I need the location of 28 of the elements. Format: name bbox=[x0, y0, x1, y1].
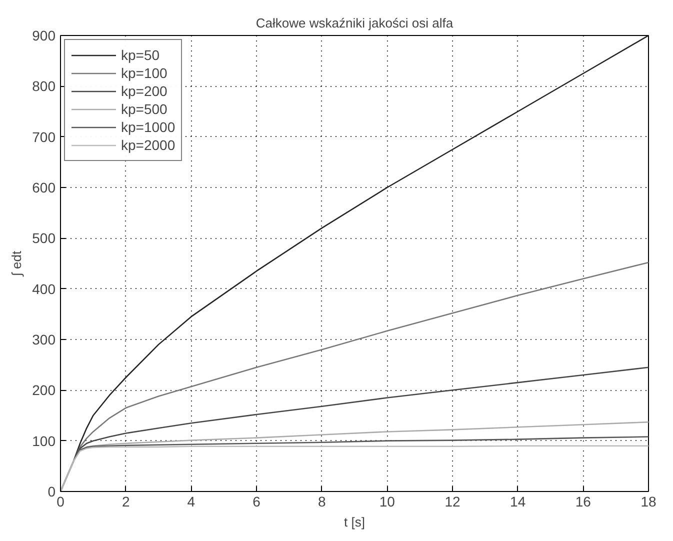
legend-label: kp=50 bbox=[121, 46, 160, 64]
x-tick-label: 6 bbox=[252, 494, 261, 510]
legend-label: kp=1000 bbox=[121, 118, 176, 136]
x-tick-label: 10 bbox=[379, 494, 396, 510]
legend-label: kp=500 bbox=[121, 100, 168, 118]
legend-label: kp=200 bbox=[121, 82, 168, 100]
x-axis-title: t [s] bbox=[344, 514, 365, 530]
y-tick-label: 800 bbox=[32, 78, 56, 94]
y-tick-label: 600 bbox=[32, 180, 56, 196]
x-tick-label: 8 bbox=[318, 494, 326, 510]
x-tick-label: 12 bbox=[444, 494, 460, 510]
legend-label: kp=100 bbox=[121, 64, 168, 82]
legend-label: kp=2000 bbox=[121, 136, 176, 154]
y-tick-label: 900 bbox=[32, 28, 56, 44]
y-tick-label: 100 bbox=[32, 432, 56, 449]
x-tick-label: 4 bbox=[187, 494, 196, 510]
x-tick-label: 14 bbox=[510, 494, 526, 510]
x-tick-label: 2 bbox=[122, 494, 130, 510]
x-tick-label: 18 bbox=[640, 494, 656, 510]
chart-title: Całkowe wskaźniki jakości osi alfa bbox=[256, 16, 454, 30]
y-tick-label: 700 bbox=[32, 128, 56, 145]
y-tick-label: 500 bbox=[32, 230, 56, 246]
y-tick-label: 200 bbox=[32, 382, 56, 398]
y-tick-label: 0 bbox=[48, 484, 56, 500]
y-tick-label: 400 bbox=[32, 280, 56, 297]
y-tick-label: 300 bbox=[32, 332, 56, 348]
x-tick-label: 16 bbox=[575, 494, 592, 510]
y-axis-title: ∫ edt bbox=[9, 250, 24, 278]
